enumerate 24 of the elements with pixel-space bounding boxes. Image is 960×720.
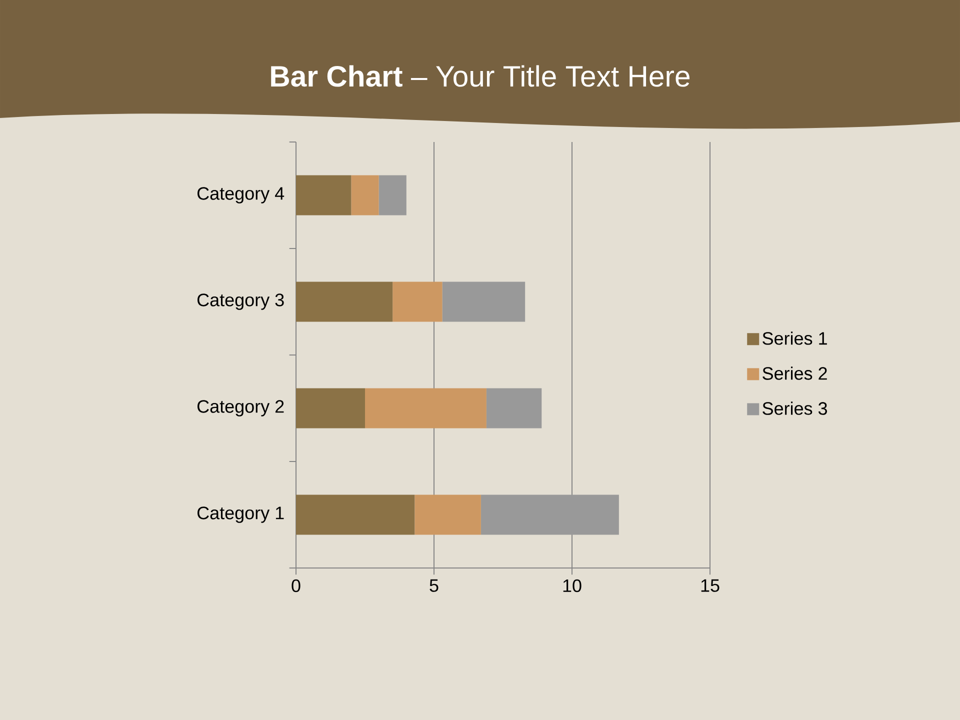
bar [442, 282, 526, 322]
bar [296, 282, 393, 322]
bar [378, 175, 406, 216]
bar [296, 388, 366, 428]
bar [414, 494, 481, 535]
y-tick-label: Category 4 [198, 187, 284, 204]
legend-label: Series 3 [762, 402, 828, 415]
x-tick-label: 0 [292, 579, 300, 592]
bar [296, 175, 352, 216]
bar [486, 388, 542, 428]
y-tick-label: Category 3 [198, 294, 284, 310]
x-tick-label: 15 [701, 579, 720, 592]
bar [296, 494, 415, 535]
bar [480, 494, 619, 535]
x-tick-label: 10 [563, 579, 582, 592]
bar [351, 175, 379, 216]
bar [365, 388, 486, 428]
y-tick-label: Category 1 [198, 506, 284, 523]
x-tick-label: 5 [430, 579, 438, 592]
legend-label: Series 1 [762, 332, 827, 345]
chart-title: Bar Chart – Your Title Text Here [271, 65, 690, 87]
y-tick-label: Category 2 [198, 400, 284, 416]
legend-label: Series 2 [762, 366, 827, 380]
bar [392, 282, 442, 322]
